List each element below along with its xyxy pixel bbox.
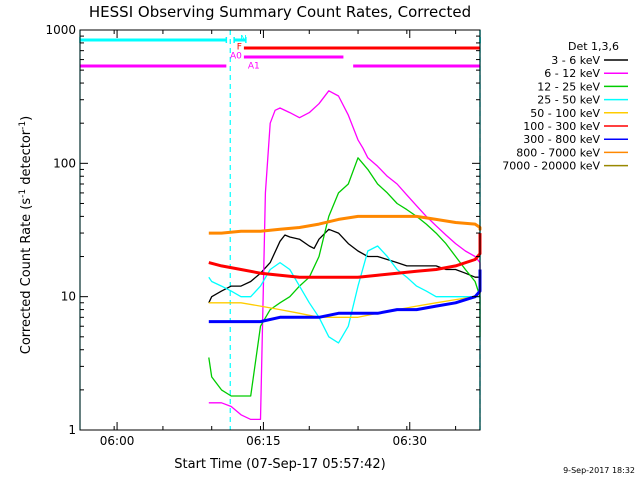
series-line-1: [208, 90, 481, 421]
legend-label-6: 300 - 800 keV: [523, 133, 600, 146]
flag-label-a0: A0: [230, 52, 242, 62]
y-axis-label: Corrected Count Rate (s-1 detector-1): [18, 116, 34, 354]
x-axis-ticks: 06:00 06:15 06:30: [100, 30, 457, 448]
legend-label-5: 100 - 300 keV: [523, 120, 600, 133]
x-tick-label-1: 06:15: [246, 434, 281, 448]
y-tick-label-3: 1000: [45, 23, 76, 37]
legend-label-0: 3 - 6 keV: [551, 54, 600, 67]
y-tick-label-1: 10: [61, 290, 76, 304]
series-line-2: [208, 157, 481, 397]
legend-label-8: 7000 - 20000 keV: [502, 160, 600, 173]
flag-label-n: N: [240, 35, 247, 45]
series-line-0: [208, 228, 481, 304]
x-axis-label: Start Time (07-Sep-17 05:57:42): [174, 457, 385, 472]
y-tick-label-0: 1: [68, 423, 76, 437]
x-tick-label-0: 06:00: [100, 434, 135, 448]
series-line-3: [208, 245, 480, 344]
y-tick-label-2: 100: [53, 156, 76, 170]
footer-timestamp: 9-Sep-2017 18:32: [563, 466, 635, 475]
legend-label-7: 800 - 7000 keV: [516, 146, 600, 159]
legend-title: Det 1,3,6: [568, 40, 619, 53]
series-line-7: [208, 214, 482, 235]
legend-label-4: 50 - 100 keV: [530, 107, 600, 120]
x-tick-label-2: 06:30: [392, 434, 427, 448]
legend-label-2: 12 - 25 keV: [537, 80, 600, 93]
flag-label-a1: A1: [248, 62, 260, 72]
plot-frame: [79, 29, 481, 431]
y-axis-ticks: 1 10 100 1000: [45, 23, 480, 437]
legend-label-3: 25 - 50 keV: [537, 94, 600, 107]
chart-title: HESSI Observing Summary Count Rates, Cor…: [89, 3, 471, 21]
flag-label-f: F: [237, 43, 242, 53]
legend-label-1: 6 - 12 keV: [544, 67, 600, 80]
